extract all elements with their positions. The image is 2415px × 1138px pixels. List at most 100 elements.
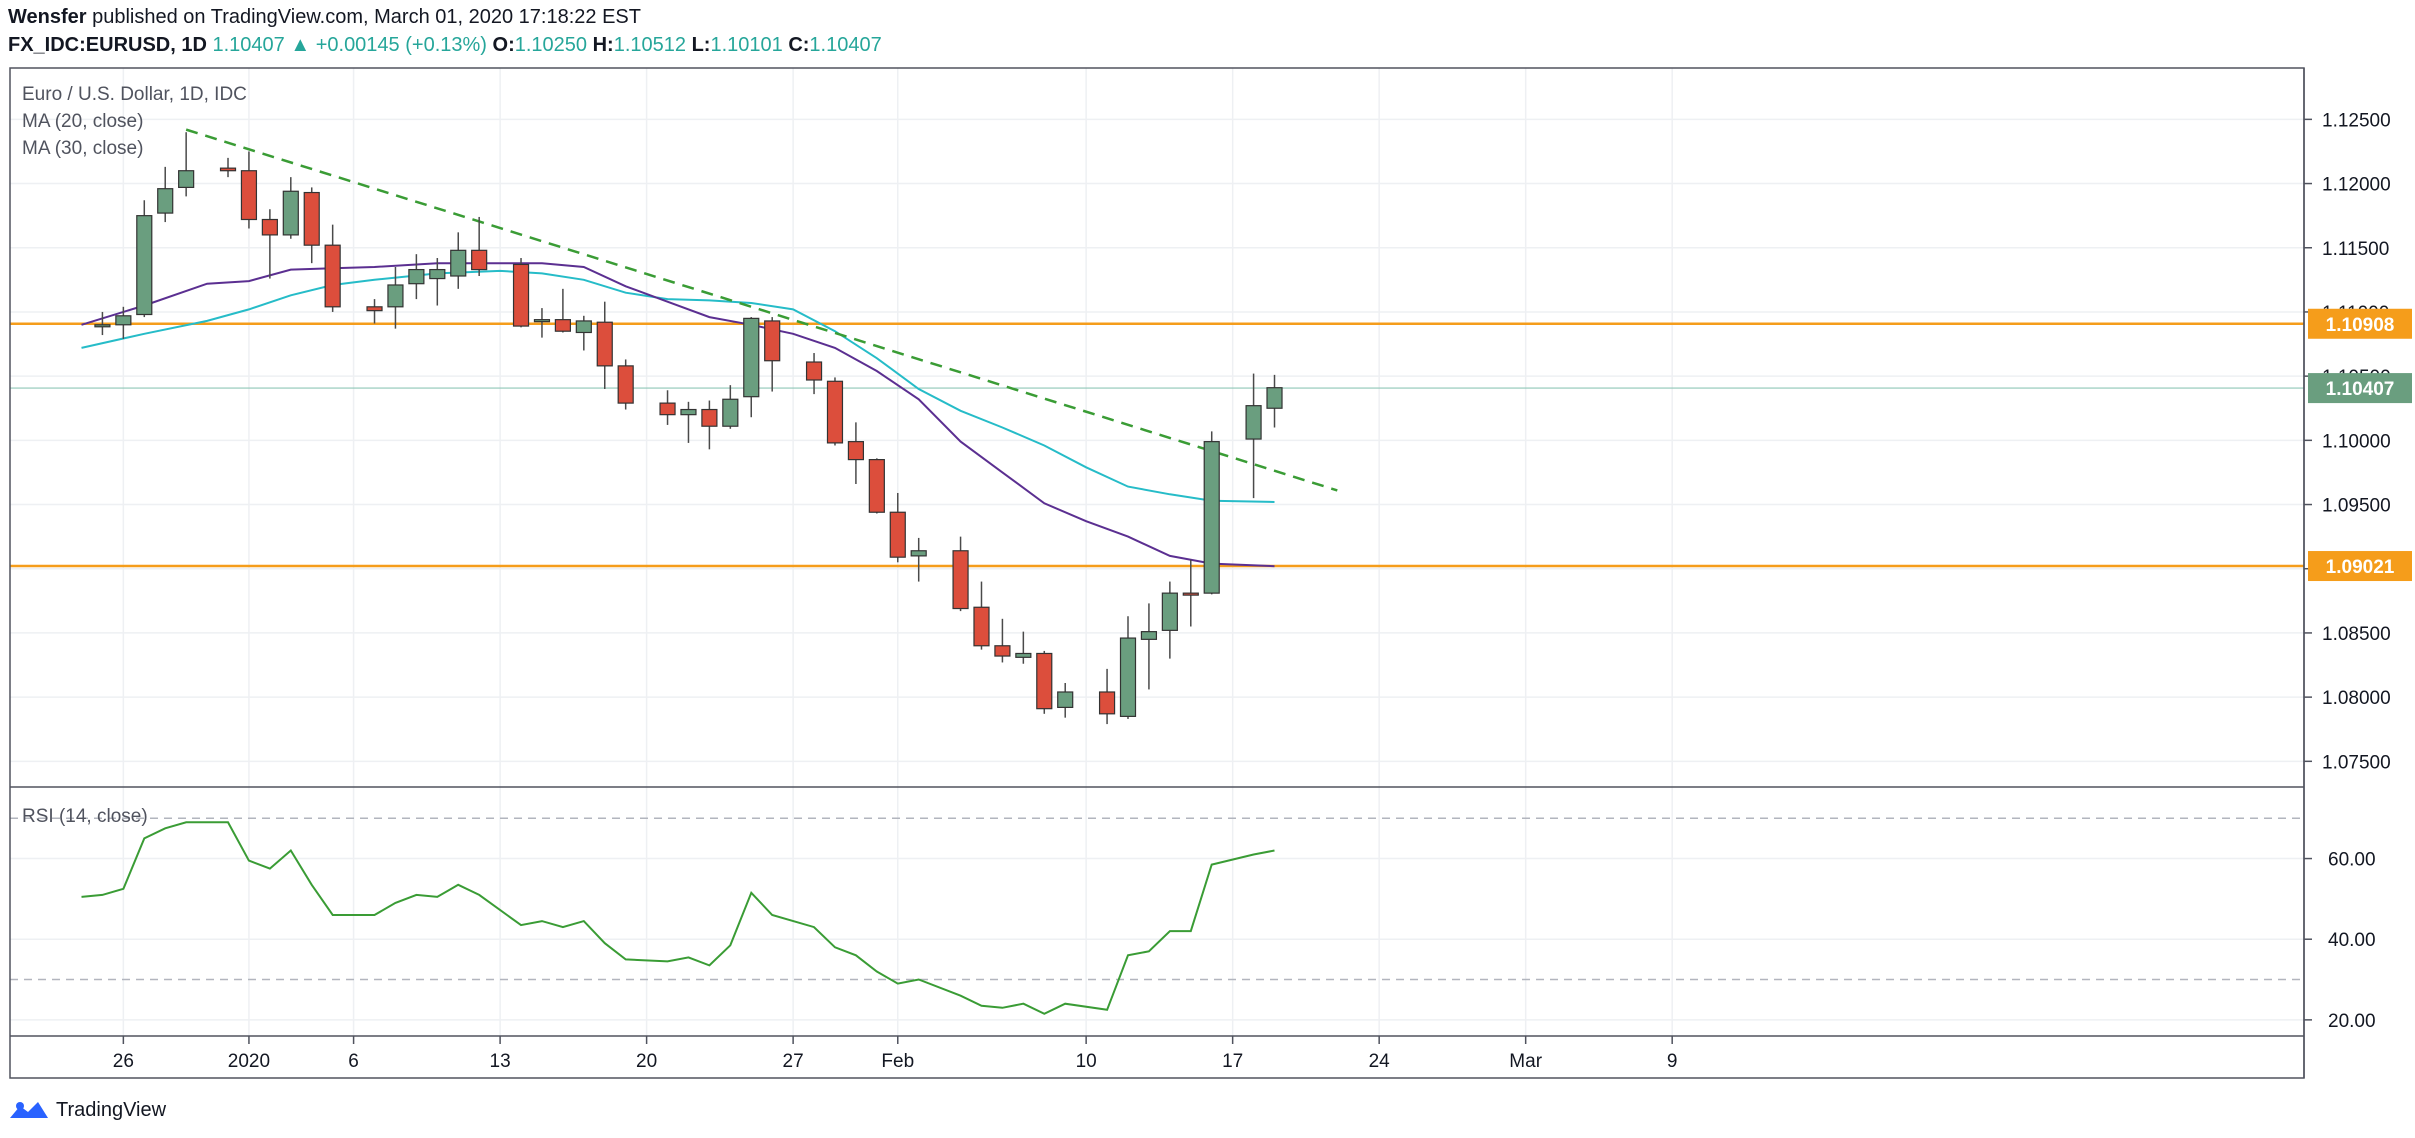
candle-body-up: [178, 170, 195, 189]
published-text: published on TradingView.com, March 01, …: [86, 6, 641, 28]
candle: [910, 537, 927, 582]
candle-body-up: [743, 317, 760, 398]
x-tick-label: 24: [1369, 1051, 1391, 1072]
candle: [408, 254, 425, 300]
axes: 26 2020 6 13 20 27 Feb 10 17 24 Mar 9 1.07500 1.08000…: [9, 67, 2412, 1079]
brand-name: TradingView: [56, 1098, 167, 1121]
candles: [94, 132, 1283, 725]
x-tick-label: 27: [783, 1051, 804, 1072]
candle-body-down: [994, 645, 1011, 657]
candle-body-up: [1140, 631, 1158, 640]
candle-body-up: [408, 268, 425, 285]
ma30-line: [81, 269, 1275, 503]
footer-brand[interactable]: TradingView: [8, 1093, 166, 1127]
legend-rsi[interactable]: RSI (14, close): [22, 806, 148, 827]
candle-body-down: [764, 320, 781, 362]
candle-body-down: [240, 170, 258, 221]
candle: [847, 422, 865, 484]
author-name[interactable]: Wensfer: [8, 6, 87, 28]
candle-body-up: [136, 215, 153, 316]
candle-body-up: [1203, 441, 1220, 594]
candle-body-down: [659, 402, 676, 416]
level-price-tag: [2308, 308, 2412, 339]
candle-body-down: [805, 361, 823, 381]
candle-body-up: [450, 249, 467, 277]
change-text: +0.00145 (+0.13%): [315, 34, 487, 56]
candle-body-up: [575, 320, 592, 334]
legend-ma20[interactable]: MA (20, close): [22, 111, 143, 132]
high-value: 1.10512: [613, 34, 686, 56]
trendline[interactable]: [185, 128, 1338, 492]
candle-body-up: [1057, 691, 1074, 708]
candle: [1098, 668, 1116, 725]
candle-body-up: [1015, 652, 1032, 658]
candle-body-up: [1161, 592, 1178, 631]
candle-body-up: [1119, 637, 1137, 717]
candle-body-down: [973, 606, 990, 647]
candle-body-down: [303, 191, 320, 246]
candle: [387, 267, 404, 329]
candle: [1119, 616, 1137, 719]
last-price-text: 1.10407: [212, 34, 285, 56]
candle-body-up: [1266, 387, 1283, 409]
candle-body-down: [826, 380, 844, 444]
candle: [1036, 650, 1053, 714]
high-label: H:: [592, 34, 614, 56]
candle: [282, 177, 299, 239]
candle: [512, 258, 530, 328]
candle-body-up: [910, 550, 927, 557]
legend-ma30[interactable]: MA (30, close): [22, 138, 143, 159]
publish-line: Wensfer published on TradingView.com, Ma…: [8, 6, 641, 29]
candle: [429, 258, 446, 306]
y-tick-label: 1.08000: [2322, 688, 2391, 709]
symbol-label: FX_IDC:EURUSD, 1D: [8, 34, 207, 56]
candle: [1015, 631, 1032, 664]
horizontal-levels[interactable]: [10, 322, 2304, 568]
grid: [10, 68, 2304, 1036]
candle-body-up: [387, 284, 404, 308]
candle: [764, 317, 781, 392]
candle-body-down: [512, 263, 530, 327]
candle-body-down: [554, 319, 571, 332]
low-label: L:: [691, 34, 711, 56]
y-tick-label: 1.07500: [2322, 752, 2391, 773]
candle-body-up: [94, 324, 111, 328]
y-tick-label: 1.10000: [2322, 431, 2391, 452]
candle: [1140, 603, 1158, 690]
candle-body-down: [1098, 691, 1116, 715]
level-price-tag: [2308, 551, 2412, 582]
rsi-tick-label: 40.00: [2328, 930, 2376, 951]
candle: [889, 492, 906, 563]
candle-body-up: [722, 398, 739, 427]
legend: Euro / U.S. Dollar, 1D, IDC MA (20, clos…: [22, 84, 247, 827]
low-value: 1.10101: [710, 34, 783, 56]
rsi-tick-label: 60.00: [2328, 850, 2376, 871]
x-tick-label: 10: [1076, 1051, 1097, 1072]
candle: [1057, 683, 1074, 718]
candle-body-down: [847, 441, 865, 461]
close-value: 1.10407: [809, 34, 882, 56]
candle: [136, 200, 153, 318]
candle-body-down: [617, 365, 634, 404]
trendline-layer[interactable]: [185, 128, 1338, 492]
x-tick-label: 17: [1222, 1051, 1243, 1072]
candle: [1161, 581, 1178, 659]
candle: [994, 618, 1011, 663]
candle-body-down: [366, 306, 383, 312]
level-price-label: 1.09021: [2326, 557, 2395, 578]
candle: [722, 385, 739, 429]
candle: [554, 288, 571, 333]
rsi-line: [81, 821, 1275, 1015]
candle: [1266, 374, 1283, 428]
y-tick-label: 1.08500: [2322, 624, 2391, 645]
candle: [680, 401, 697, 443]
candle: [596, 301, 613, 389]
candle: [868, 458, 885, 514]
candle-body-down: [596, 321, 613, 367]
candle: [1245, 373, 1262, 499]
candle: [805, 353, 823, 395]
candle-body-down: [324, 244, 341, 308]
candle: [366, 299, 383, 324]
y-tick-label: 1.12500: [2322, 110, 2391, 131]
